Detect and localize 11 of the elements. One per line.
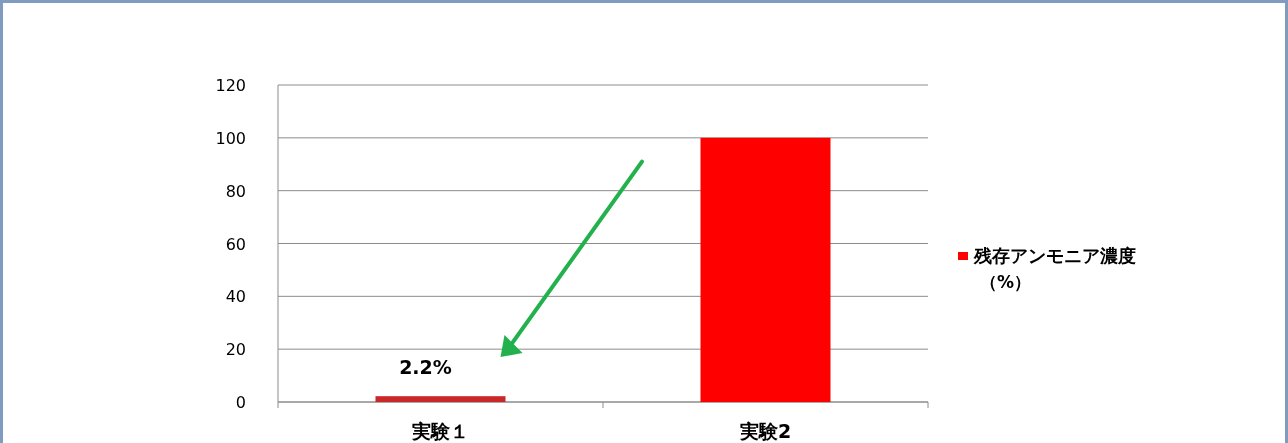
y-tick-label: 20 [225, 340, 246, 360]
legend: 残存アンモニア濃度（%） [958, 245, 1136, 292]
y-tick-label: 80 [225, 181, 246, 201]
x-tick-label: 実験１ [411, 420, 469, 442]
y-tick-label: 100 [215, 128, 246, 148]
y-tick-label: 60 [225, 234, 246, 254]
y-tick-label: 0 [235, 393, 246, 412]
y-tick-label: 40 [225, 287, 246, 307]
y-tick-label: 120 [215, 76, 246, 95]
x-tick-label: 実験2 [738, 420, 792, 442]
data-label: 2.2% [399, 356, 452, 379]
